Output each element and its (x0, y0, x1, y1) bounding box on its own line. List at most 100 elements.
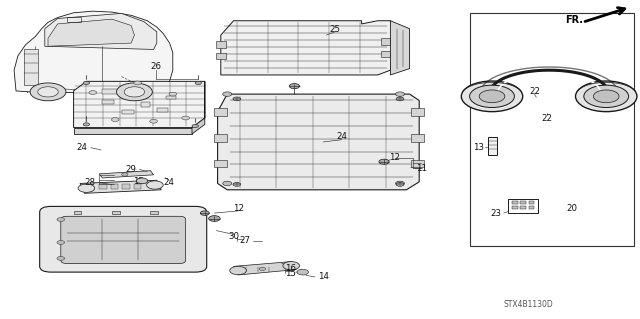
Text: 26: 26 (150, 63, 161, 71)
Bar (67, 17, 81, 22)
Circle shape (30, 83, 66, 101)
Text: 22: 22 (541, 114, 553, 123)
Text: 15: 15 (285, 269, 296, 278)
Polygon shape (390, 21, 410, 75)
FancyBboxPatch shape (40, 206, 207, 272)
Bar (102, 100, 114, 104)
Circle shape (396, 97, 404, 101)
Circle shape (78, 184, 95, 192)
Circle shape (38, 87, 58, 97)
Polygon shape (74, 128, 192, 134)
Circle shape (124, 87, 145, 97)
Circle shape (297, 269, 308, 275)
Circle shape (169, 92, 177, 96)
Bar (74, 211, 81, 214)
Bar (24, 49, 38, 85)
Text: 13: 13 (473, 143, 484, 152)
Circle shape (593, 90, 619, 103)
Circle shape (396, 92, 404, 96)
Circle shape (233, 97, 241, 101)
Circle shape (111, 118, 119, 122)
Text: 12: 12 (389, 153, 401, 162)
Circle shape (83, 81, 90, 85)
Bar (512, 206, 518, 209)
Circle shape (223, 92, 232, 96)
Bar (134, 94, 147, 98)
Text: 23: 23 (490, 209, 502, 218)
Bar (508, 199, 538, 213)
Circle shape (379, 159, 389, 164)
Text: 27: 27 (239, 236, 250, 245)
Circle shape (150, 119, 157, 123)
Circle shape (89, 91, 97, 94)
Circle shape (470, 85, 515, 108)
Circle shape (575, 81, 637, 112)
Text: 24: 24 (163, 178, 175, 187)
Polygon shape (80, 180, 161, 193)
Text: 24: 24 (336, 132, 348, 141)
Text: 14: 14 (317, 272, 329, 281)
Bar (216, 53, 226, 59)
Bar (381, 38, 390, 45)
Polygon shape (14, 11, 173, 93)
Bar (141, 102, 150, 107)
Circle shape (83, 123, 90, 126)
Bar (112, 211, 120, 214)
Polygon shape (218, 94, 419, 190)
Polygon shape (99, 171, 154, 178)
Circle shape (584, 85, 628, 108)
Bar (470, 13, 634, 246)
Bar (150, 211, 158, 214)
Circle shape (57, 241, 65, 244)
Bar (512, 201, 518, 204)
Circle shape (122, 173, 128, 176)
Bar (529, 206, 534, 209)
Text: 22: 22 (529, 87, 540, 96)
Bar (411, 108, 424, 116)
Circle shape (479, 90, 505, 103)
FancyBboxPatch shape (61, 216, 186, 263)
Circle shape (195, 81, 202, 85)
Text: 29: 29 (126, 165, 136, 174)
Text: 24: 24 (76, 143, 88, 152)
Circle shape (461, 81, 523, 112)
Circle shape (182, 116, 189, 120)
Bar (411, 134, 424, 142)
Bar (122, 184, 130, 189)
Text: 30: 30 (228, 232, 240, 241)
Bar (520, 206, 526, 209)
Text: 16: 16 (285, 264, 296, 273)
Circle shape (134, 81, 141, 85)
Circle shape (230, 266, 246, 275)
Bar (381, 51, 390, 57)
Bar (216, 41, 226, 48)
Circle shape (192, 124, 198, 128)
Bar (99, 184, 107, 189)
Text: 12: 12 (233, 204, 244, 213)
Circle shape (200, 211, 209, 215)
Circle shape (396, 182, 404, 186)
Text: FR.: FR. (565, 15, 583, 25)
Polygon shape (74, 81, 205, 128)
Bar (111, 184, 118, 189)
Circle shape (396, 181, 404, 186)
Bar (529, 201, 534, 204)
Polygon shape (192, 81, 205, 134)
Bar (214, 108, 227, 116)
Circle shape (57, 218, 65, 221)
Text: 20: 20 (566, 204, 577, 213)
Bar (411, 160, 424, 167)
Circle shape (223, 181, 232, 186)
Polygon shape (48, 19, 134, 46)
Circle shape (57, 256, 65, 260)
Bar (157, 108, 168, 112)
Circle shape (283, 262, 300, 270)
Circle shape (147, 181, 163, 189)
Polygon shape (45, 13, 157, 49)
Text: 25: 25 (329, 25, 340, 34)
Text: 28: 28 (84, 178, 95, 187)
Polygon shape (221, 21, 394, 75)
Bar (488, 137, 497, 155)
Circle shape (116, 83, 152, 101)
Bar (214, 160, 227, 167)
